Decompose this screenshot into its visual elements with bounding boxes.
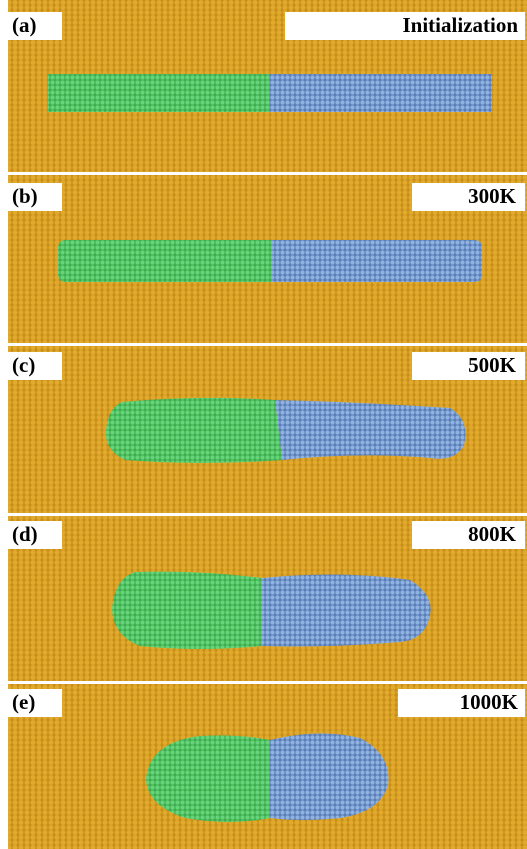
panel-label: (e): [12, 690, 35, 714]
blue-region: [270, 733, 388, 820]
panel-title: Initialization: [402, 13, 518, 37]
panel-title: 500K: [468, 353, 517, 377]
panel-title: 300K: [468, 184, 517, 208]
green-region: [48, 74, 270, 112]
green-region: [106, 398, 282, 463]
panel-title: 800K: [468, 522, 517, 546]
panel-label: (a): [12, 13, 37, 37]
green-region: [58, 240, 272, 282]
blue-region: [270, 74, 492, 112]
panel-label: (c): [12, 353, 35, 377]
blue-region: [275, 400, 465, 460]
blue-region: [262, 574, 431, 646]
figure: (a) Initialization (b) 300K (c) 500K (d)…: [0, 0, 527, 849]
panel-label: (b): [12, 184, 38, 208]
panel-title: 1000K: [460, 690, 519, 714]
blue-region: [272, 240, 482, 282]
panel-label: (d): [12, 522, 38, 546]
green-region: [112, 572, 262, 649]
